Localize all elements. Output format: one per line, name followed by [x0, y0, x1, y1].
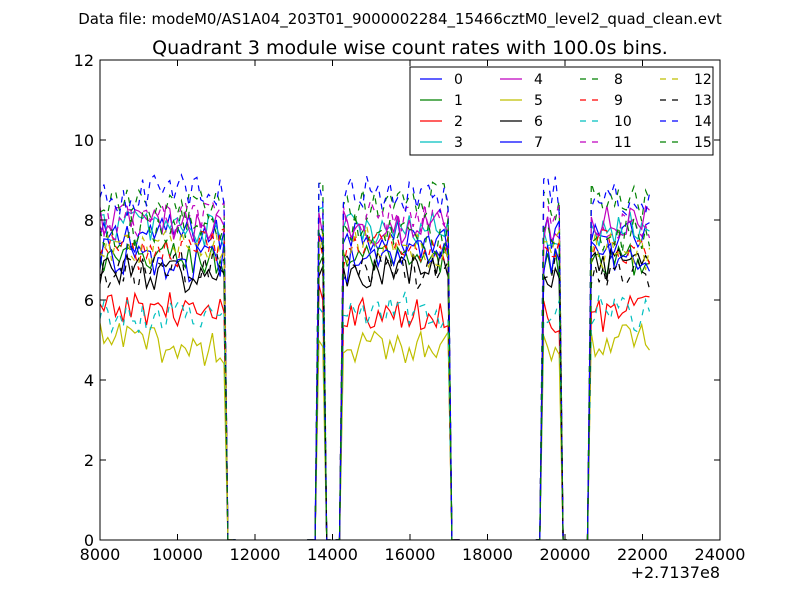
- legend-label-10: 10: [614, 114, 632, 130]
- legend-label-6: 6: [534, 114, 543, 130]
- axis-ticks: 8000 10000 12000 14000 16000 18000 20000 22000 2…: [74, 51, 746, 564]
- legend-label-4: 4: [534, 72, 543, 88]
- x-tick-label: 12000: [230, 545, 281, 564]
- legend-label-1: 1: [454, 93, 463, 109]
- series-line-14: [100, 173, 651, 540]
- series-line-10: [100, 291, 651, 540]
- x-tick-label: 14000: [307, 545, 358, 564]
- y-tick-label: 0: [84, 531, 94, 550]
- y-tick-label: 4: [84, 371, 94, 390]
- x-tick-label: 10000: [152, 545, 203, 564]
- legend-label-9: 9: [614, 93, 623, 109]
- x-tick-label: 18000: [462, 545, 513, 564]
- legend-label-8: 8: [614, 72, 623, 88]
- legend-label-5: 5: [534, 93, 543, 109]
- legend-label-0: 0: [454, 72, 463, 88]
- x-tick-label: 16000: [385, 545, 436, 564]
- y-tick-label: 10: [74, 131, 94, 150]
- legend-box: [409, 66, 714, 156]
- series-line-4: [100, 203, 650, 540]
- x-tick-label: 24000: [695, 545, 746, 564]
- legend-label-14: 14: [694, 114, 712, 130]
- legend-label-11: 11: [614, 135, 632, 151]
- legend-label-7: 7: [534, 135, 543, 151]
- y-tick-label: 6: [84, 291, 94, 310]
- legend-label-2: 2: [454, 114, 463, 130]
- y-tick-label: 12: [74, 51, 94, 70]
- series-line-15: [100, 209, 651, 540]
- x-tick-label: 20000: [540, 545, 591, 564]
- legend-label-13: 13: [694, 93, 712, 109]
- series-line-13: [100, 246, 651, 540]
- legend-label-12: 12: [694, 72, 712, 88]
- y-tick-label: 8: [84, 211, 94, 230]
- y-tick-label: 2: [84, 451, 94, 470]
- series-layer: [100, 173, 651, 540]
- x-tick-label: 8000: [80, 545, 121, 564]
- x-tick-label: 22000: [617, 545, 668, 564]
- x-offset-label: +2.7137e8: [631, 563, 720, 582]
- chart-title: Quadrant 3 module wise count rates with …: [152, 37, 668, 59]
- data-file-suptitle: Data file: modeM0/AS1A04_203T01_90000022…: [78, 10, 722, 29]
- legend-label-3: 3: [454, 135, 463, 151]
- legend-label-15: 15: [694, 135, 712, 151]
